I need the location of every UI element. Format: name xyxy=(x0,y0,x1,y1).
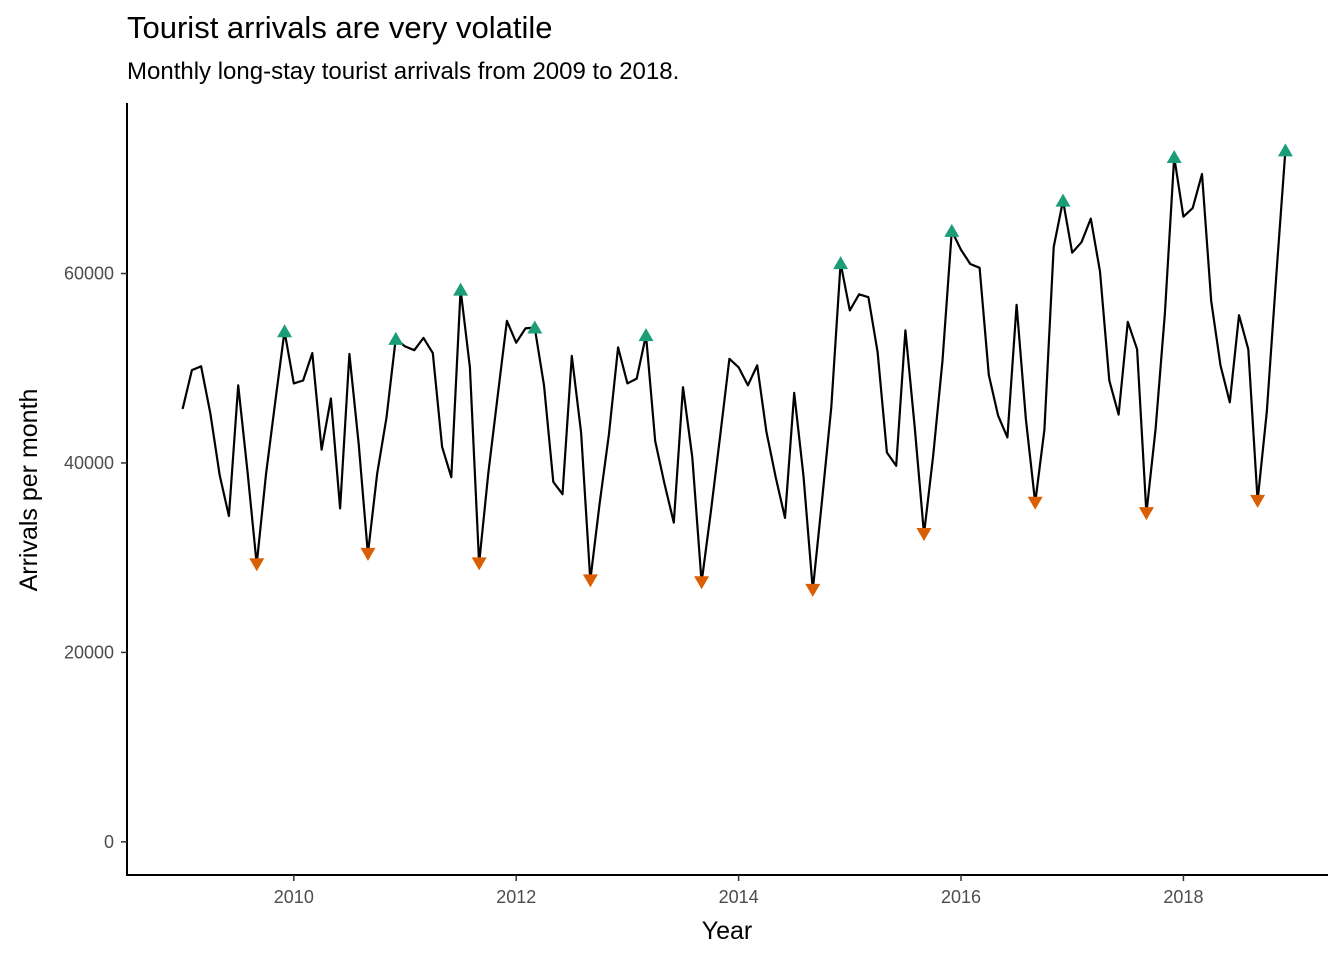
trough-marker xyxy=(694,576,710,590)
peak-marker xyxy=(527,320,543,334)
peak-marker xyxy=(1055,193,1071,207)
trough-marker xyxy=(360,547,376,561)
trough-marker xyxy=(249,558,265,572)
chart-subtitle: Monthly long-stay tourist arrivals from … xyxy=(127,58,680,85)
x-tick-label: 2014 xyxy=(719,887,759,907)
peak-marker xyxy=(833,256,849,270)
peak-markers xyxy=(277,143,1293,345)
trough-markers xyxy=(249,494,1266,597)
x-axis-ticks: 2010 2012 2014 2016 2018 xyxy=(274,875,1203,907)
y-axis-title: Arrivals per month xyxy=(15,389,43,592)
peak-marker xyxy=(944,223,960,237)
peak-marker xyxy=(277,324,293,338)
trough-marker xyxy=(471,557,487,571)
y-tick-label: 60000 xyxy=(64,264,114,284)
y-axis-ticks: 0 20000 40000 60000 xyxy=(64,264,127,852)
y-tick-label: 40000 xyxy=(64,453,114,473)
peak-marker xyxy=(388,331,404,345)
trough-marker xyxy=(916,527,932,541)
x-axis-title: Year xyxy=(702,917,753,945)
peak-marker xyxy=(1277,143,1293,157)
peak-marker xyxy=(453,282,469,296)
trough-marker xyxy=(1138,507,1154,521)
trough-marker xyxy=(1250,494,1266,508)
x-tick-label: 2016 xyxy=(941,887,981,907)
trough-marker xyxy=(582,574,598,588)
x-tick-label: 2012 xyxy=(496,887,536,907)
series-line-arrivals xyxy=(181,150,1287,591)
x-tick-label: 2018 xyxy=(1163,887,1203,907)
chart-title: Tourist arrivals are very volatile xyxy=(127,10,553,45)
trough-marker xyxy=(1027,496,1043,510)
y-tick-label: 0 xyxy=(104,832,114,852)
x-tick-label: 2010 xyxy=(274,887,314,907)
peak-marker xyxy=(1166,149,1182,163)
trough-marker xyxy=(805,583,821,597)
y-tick-label: 20000 xyxy=(64,642,114,662)
peak-marker xyxy=(638,328,654,342)
